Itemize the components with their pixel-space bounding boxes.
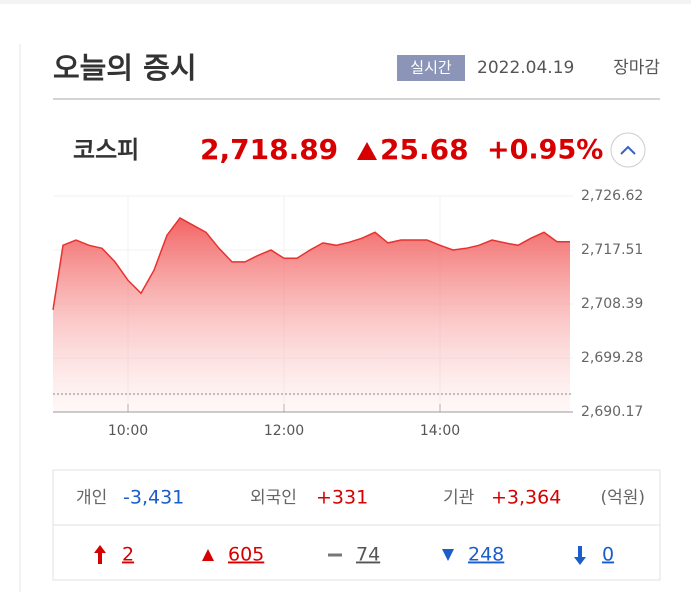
x-tick-label: 12:00 — [264, 423, 304, 439]
y-tick-label: 2,708.39 — [581, 296, 643, 312]
date: 2022.04.19 — [477, 58, 574, 78]
x-tick-label: 14:00 — [420, 423, 460, 439]
title: 오늘의 증시 — [53, 51, 197, 85]
index-change: 25.68 — [380, 133, 469, 166]
area-fill — [53, 218, 570, 412]
breadth-count[interactable]: 0 — [602, 544, 614, 566]
investor-name: 기관 — [443, 488, 474, 508]
investor-name: 외국인 — [250, 488, 297, 508]
top-strip — [0, 0, 691, 4]
upper-limit-icon — [94, 545, 106, 564]
collapse-button[interactable] — [610, 132, 646, 168]
x-tick-label: 10:00 — [108, 423, 148, 439]
up-triangle — [357, 142, 377, 160]
y-tick-label: 2,690.17 — [581, 404, 643, 420]
investor-value: +331 — [316, 487, 368, 509]
price-line — [52, 217, 571, 311]
breadth-count[interactable]: 2 — [122, 544, 134, 566]
y-tick-label: 2,699.28 — [581, 350, 643, 366]
unit: (억원) — [600, 488, 645, 508]
index-value: 2,718.89 — [200, 133, 338, 166]
breadth-count[interactable]: 248 — [468, 544, 504, 566]
index-name: 코스피 — [73, 136, 139, 164]
status: 장마감 — [613, 58, 660, 78]
breadth-count[interactable]: 605 — [228, 544, 264, 566]
y-tick-label: 2,726.62 — [581, 188, 643, 204]
index-change-pct: +0.95% — [487, 135, 603, 166]
y-tick-label: 2,717.51 — [581, 242, 643, 258]
lower-limit-icon — [574, 546, 586, 565]
fall-icon — [442, 549, 454, 561]
badge: 실시간 — [410, 59, 452, 77]
investor-value: +3,364 — [491, 487, 561, 509]
badge-box — [397, 55, 465, 81]
rise-icon — [202, 549, 214, 561]
chart: 2,726.62 2,717.51 2,708.39 2,699.28 2,690.17… — [52, 188, 643, 439]
breadth-count[interactable]: 74 — [356, 544, 380, 566]
investor-name: 개인 — [76, 488, 107, 508]
investor-value: -3,431 — [123, 487, 184, 509]
